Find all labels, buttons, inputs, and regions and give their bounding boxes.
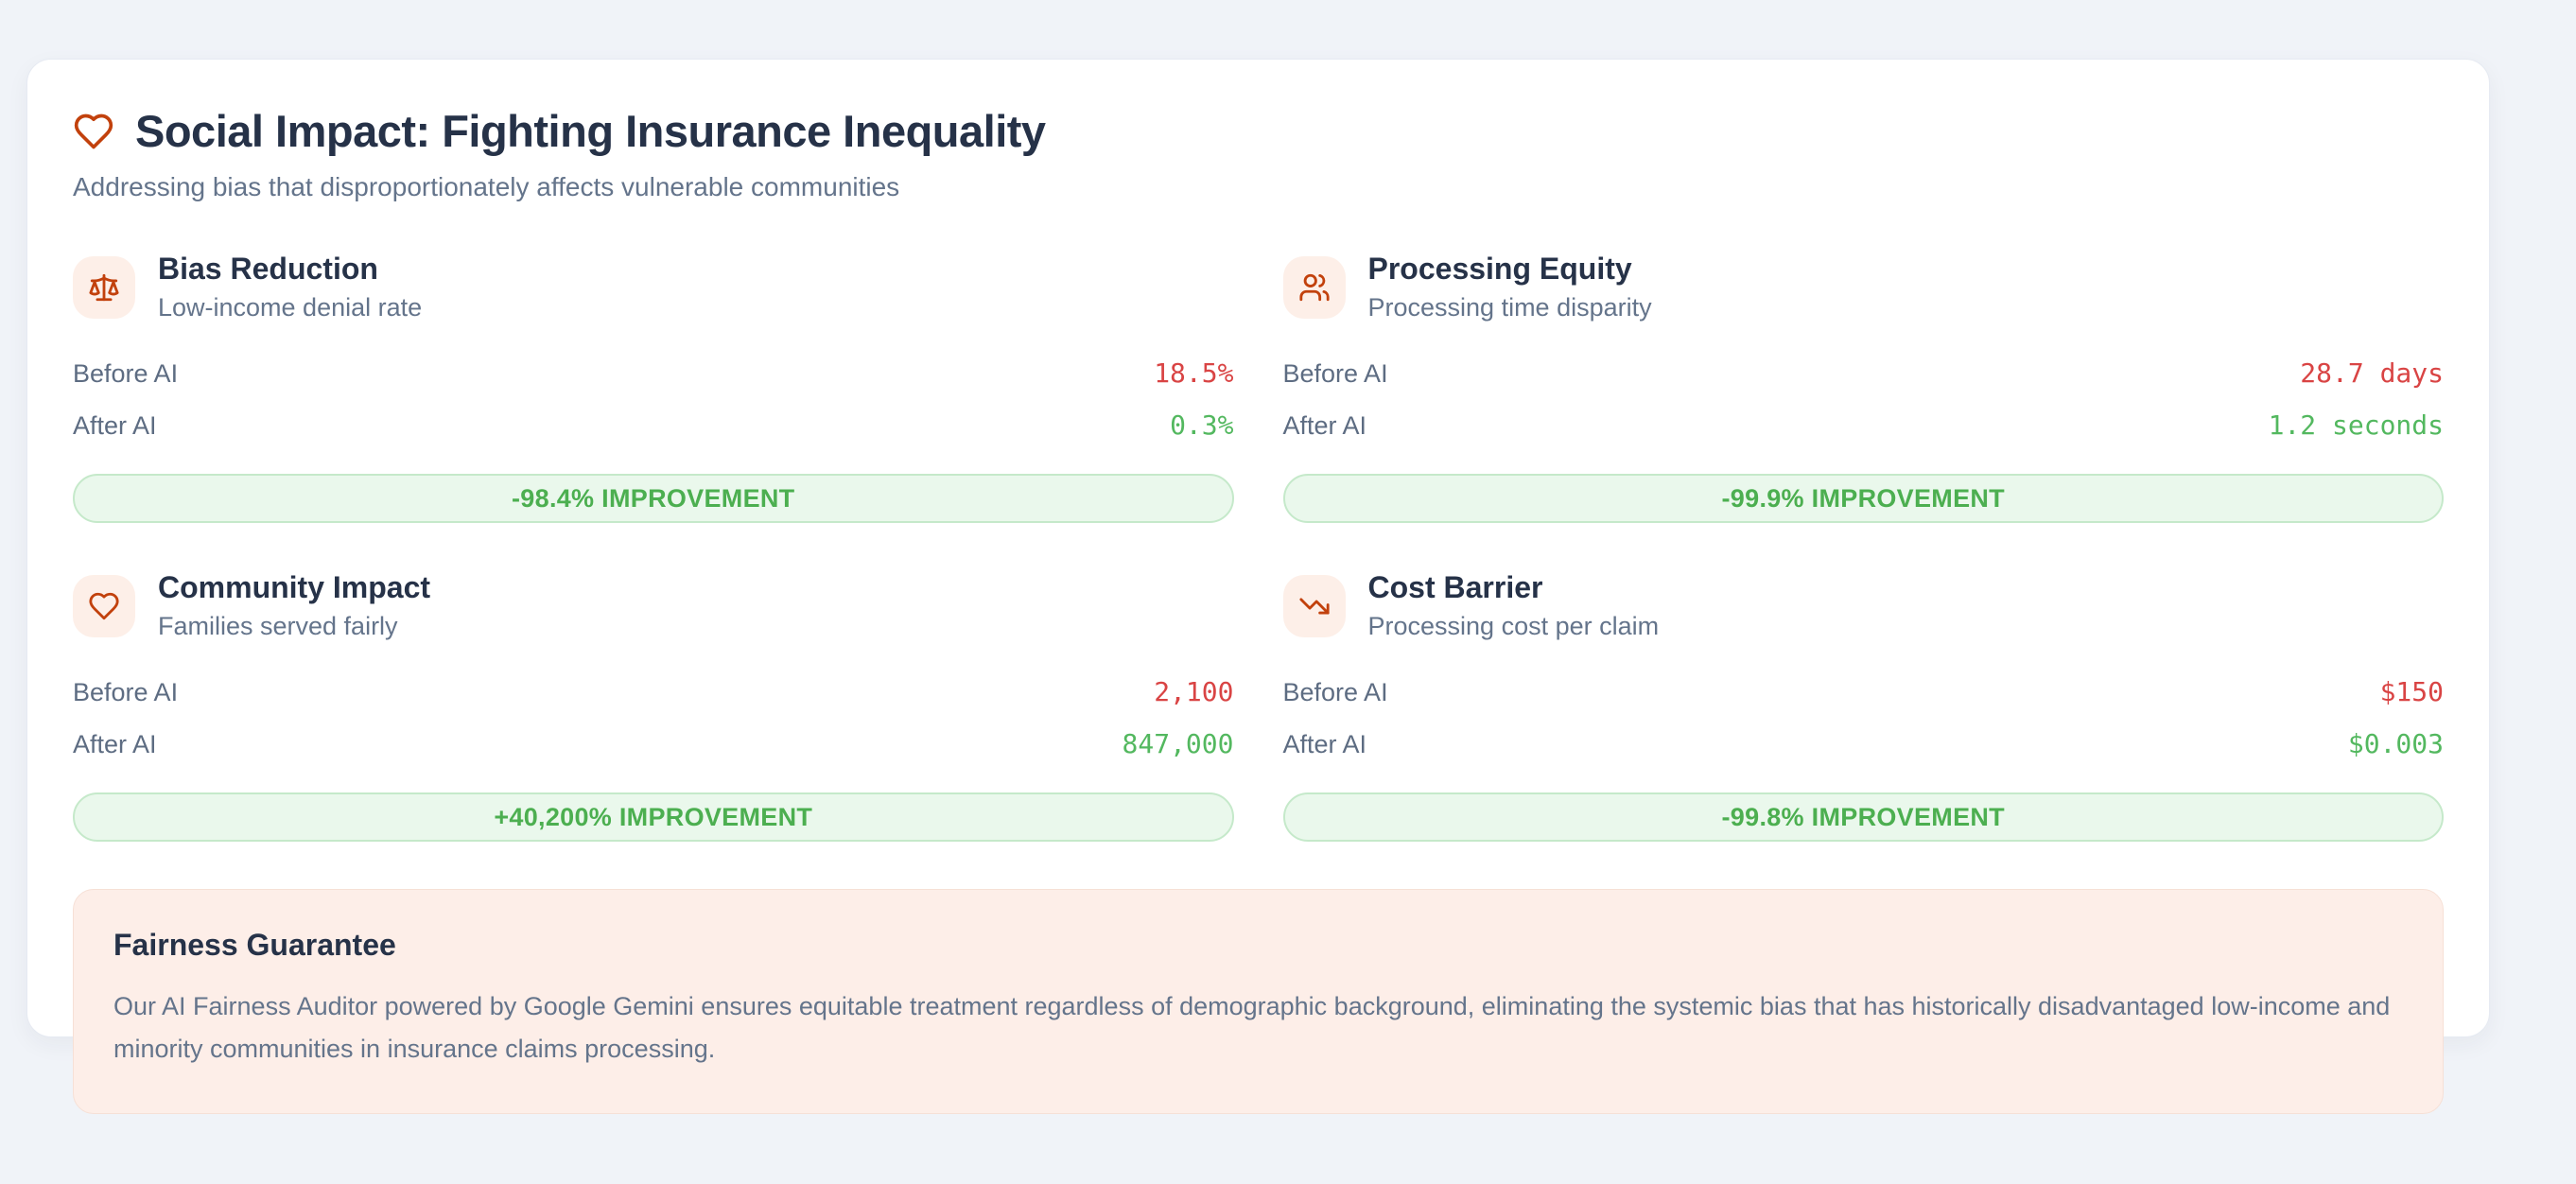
metric-community-impact: Community Impact Families served fairly … [73,570,1234,842]
metric-subtitle: Processing cost per claim [1367,612,1660,640]
heart-icon [73,111,114,152]
scale-icon [73,255,135,319]
after-value: 847,000 [1122,728,1234,759]
metric-cost-barrier: Cost Barrier Processing cost per claim B… [1282,570,2445,842]
metric-subtitle: Processing time disparity [1367,293,1652,322]
metric-subtitle: Families served fairly [158,612,398,640]
after-label: After AI [1282,730,1367,758]
trending-down-icon [1282,574,1346,637]
heart-icon [73,574,135,637]
metric-processing-equity: Processing Equity Processing time dispar… [1282,252,2445,523]
improvement-badge: -99.8% IMPROVEMENT [1282,792,2444,842]
improvement-badge: -98.4% IMPROVEMENT [73,474,1234,523]
metric-subtitle: Low-income denial rate [158,293,423,322]
metric-header-text: Community Impact Families served fairly [158,570,430,641]
before-label: Before AI [73,359,179,388]
metric-header-text: Processing Equity Processing time dispar… [1368,252,1652,322]
metrics-grid: Bias Reduction Low-income denial rate Be… [73,252,2444,842]
after-value: 0.3% [1170,409,1234,441]
metric-title: Community Impact [158,570,431,604]
metric-header-text: Cost Barrier Processing cost per claim [1368,570,1660,641]
after-label: After AI [1282,411,1367,440]
fairness-title: Fairness Guarantee [113,928,396,962]
metric-title: Processing Equity [1367,252,1632,286]
card-header: Social Impact: Fighting Insurance Inequa… [73,105,2444,157]
before-row: Before AI $150 [1283,666,2445,718]
fairness-guarantee-panel: Fairness Guarantee Our AI Fairness Audit… [73,889,2444,1114]
before-label: Before AI [73,678,179,706]
before-value: 18.5% [1154,357,1234,389]
before-row: Before AI 18.5% [73,347,1234,399]
improvement-badge: +40,200% IMPROVEMENT [73,792,1234,842]
metric-header: Community Impact Families served fairly [73,570,1234,641]
after-label: After AI [73,411,157,440]
metric-header: Processing Equity Processing time dispar… [1282,252,2445,322]
page-subtitle: Addressing bias that disproportionately … [73,172,900,201]
metric-header-text: Bias Reduction Low-income denial rate [158,252,422,322]
after-row: After AI $0.003 [1283,718,2445,770]
after-value: $0.003 [2347,728,2444,759]
after-row: After AI 847,000 [73,718,1234,770]
after-value: 1.2 seconds [2268,409,2444,441]
before-row: Before AI 2,100 [73,666,1234,718]
metric-title: Cost Barrier [1367,570,1543,604]
metric-header: Cost Barrier Processing cost per claim [1282,570,2445,641]
users-icon [1282,255,1346,319]
before-value: 2,100 [1154,676,1234,707]
after-row: After AI 1.2 seconds [1283,399,2445,451]
metric-bias-reduction: Bias Reduction Low-income denial rate Be… [73,252,1234,523]
page-title: Social Impact: Fighting Insurance Inequa… [135,106,1046,156]
after-row: After AI 0.3% [73,399,1234,451]
fairness-body: Our AI Fairness Auditor powered by Googl… [113,992,2391,1064]
before-row: Before AI 28.7 days [1283,347,2445,399]
before-value: $150 [2379,676,2444,707]
after-label: After AI [73,730,157,758]
metric-title: Bias Reduction [158,252,378,286]
improvement-badge: -99.9% IMPROVEMENT [1282,474,2444,523]
before-label: Before AI [1282,359,1388,388]
social-impact-card: Social Impact: Fighting Insurance Inequa… [26,59,2490,1114]
metric-header: Bias Reduction Low-income denial rate [73,252,1234,322]
before-value: 28.7 days [2300,357,2444,389]
before-label: Before AI [1282,678,1388,706]
